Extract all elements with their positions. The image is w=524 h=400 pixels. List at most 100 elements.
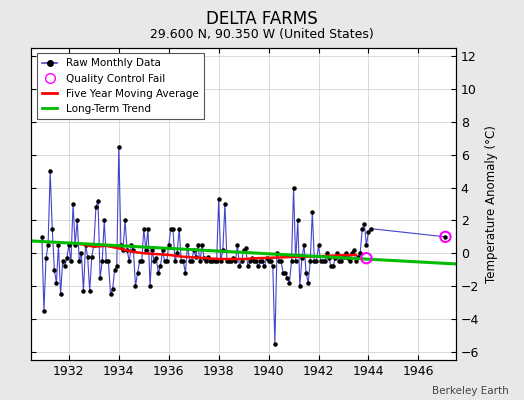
Point [64, 242, 73, 248]
Point [327, 263, 335, 270]
Legend: Raw Monthly Data, Quality Control Fail, Five Year Moving Average, Long-Term Tren: Raw Monthly Data, Quality Control Fail, … [37, 53, 204, 119]
Point [300, 242, 308, 248]
Point [102, 258, 111, 265]
Point [132, 283, 140, 289]
Point [63, 255, 71, 261]
Point [144, 226, 152, 232]
Point [67, 258, 75, 265]
Point [329, 263, 337, 270]
Point [239, 247, 248, 253]
Point [90, 242, 98, 248]
Point [225, 258, 233, 265]
Y-axis label: Temperature Anomaly (°C): Temperature Anomaly (°C) [485, 125, 498, 283]
Point [83, 253, 92, 260]
Point [302, 270, 310, 276]
Point [204, 253, 212, 260]
Point [316, 258, 325, 265]
Point [165, 242, 173, 248]
Point [331, 255, 340, 261]
Point [40, 308, 48, 314]
Point [192, 253, 200, 260]
Point [325, 255, 333, 261]
Point [229, 255, 237, 261]
Point [148, 247, 156, 253]
Point [364, 229, 373, 235]
Text: DELTA FARMS: DELTA FARMS [206, 10, 318, 28]
Point [337, 258, 346, 265]
Point [237, 258, 246, 265]
Point [88, 253, 96, 260]
Point [111, 266, 119, 273]
Text: 29.600 N, 90.350 W (United States): 29.600 N, 90.350 W (United States) [150, 28, 374, 41]
Point [200, 255, 209, 261]
Point [179, 258, 188, 265]
Point [344, 255, 352, 261]
Point [156, 263, 165, 270]
Point [175, 226, 183, 232]
Point [123, 247, 132, 253]
Point [256, 258, 265, 265]
Point [206, 258, 214, 265]
Point [356, 250, 364, 256]
Point [169, 226, 177, 232]
Point [321, 258, 329, 265]
Point [121, 217, 129, 224]
Point [190, 247, 198, 253]
Point [254, 263, 263, 270]
Point [214, 196, 223, 202]
Point [285, 280, 293, 286]
Point [287, 258, 296, 265]
Point [160, 258, 169, 265]
Point [92, 204, 100, 210]
Point [96, 275, 104, 281]
Point [167, 226, 175, 232]
Point [319, 258, 327, 265]
Point [233, 242, 242, 248]
Point [162, 258, 171, 265]
Point [104, 258, 113, 265]
Point [269, 263, 277, 270]
Point [362, 242, 370, 248]
Point [202, 258, 211, 265]
Point [100, 217, 108, 224]
Point [212, 258, 221, 265]
Point [277, 258, 285, 265]
Point [44, 242, 52, 248]
Point [85, 288, 94, 294]
Point [366, 226, 375, 232]
Point [75, 258, 83, 265]
Point [134, 270, 142, 276]
Point [258, 258, 267, 265]
Point [340, 253, 348, 260]
Point [281, 270, 289, 276]
Point [291, 258, 300, 265]
Point [221, 201, 229, 207]
Point [273, 250, 281, 256]
Point [346, 258, 354, 265]
Point [323, 250, 331, 256]
Point [146, 283, 154, 289]
Point [306, 258, 314, 265]
Point [177, 258, 185, 265]
Point [108, 286, 117, 292]
Point [173, 250, 181, 256]
Point [59, 258, 67, 265]
Point [271, 340, 279, 347]
Point [308, 209, 316, 216]
Point [94, 198, 102, 204]
Point [185, 258, 194, 265]
Point [77, 250, 85, 256]
Point [362, 255, 370, 261]
Point [54, 242, 63, 248]
Point [113, 263, 121, 270]
Point [57, 291, 65, 298]
Point [441, 234, 450, 240]
Point [141, 247, 150, 253]
Point [298, 255, 306, 261]
Point [333, 250, 342, 256]
Point [223, 258, 231, 265]
Point [117, 242, 125, 248]
Point [71, 242, 79, 248]
Point [42, 255, 50, 261]
Point [194, 242, 202, 248]
